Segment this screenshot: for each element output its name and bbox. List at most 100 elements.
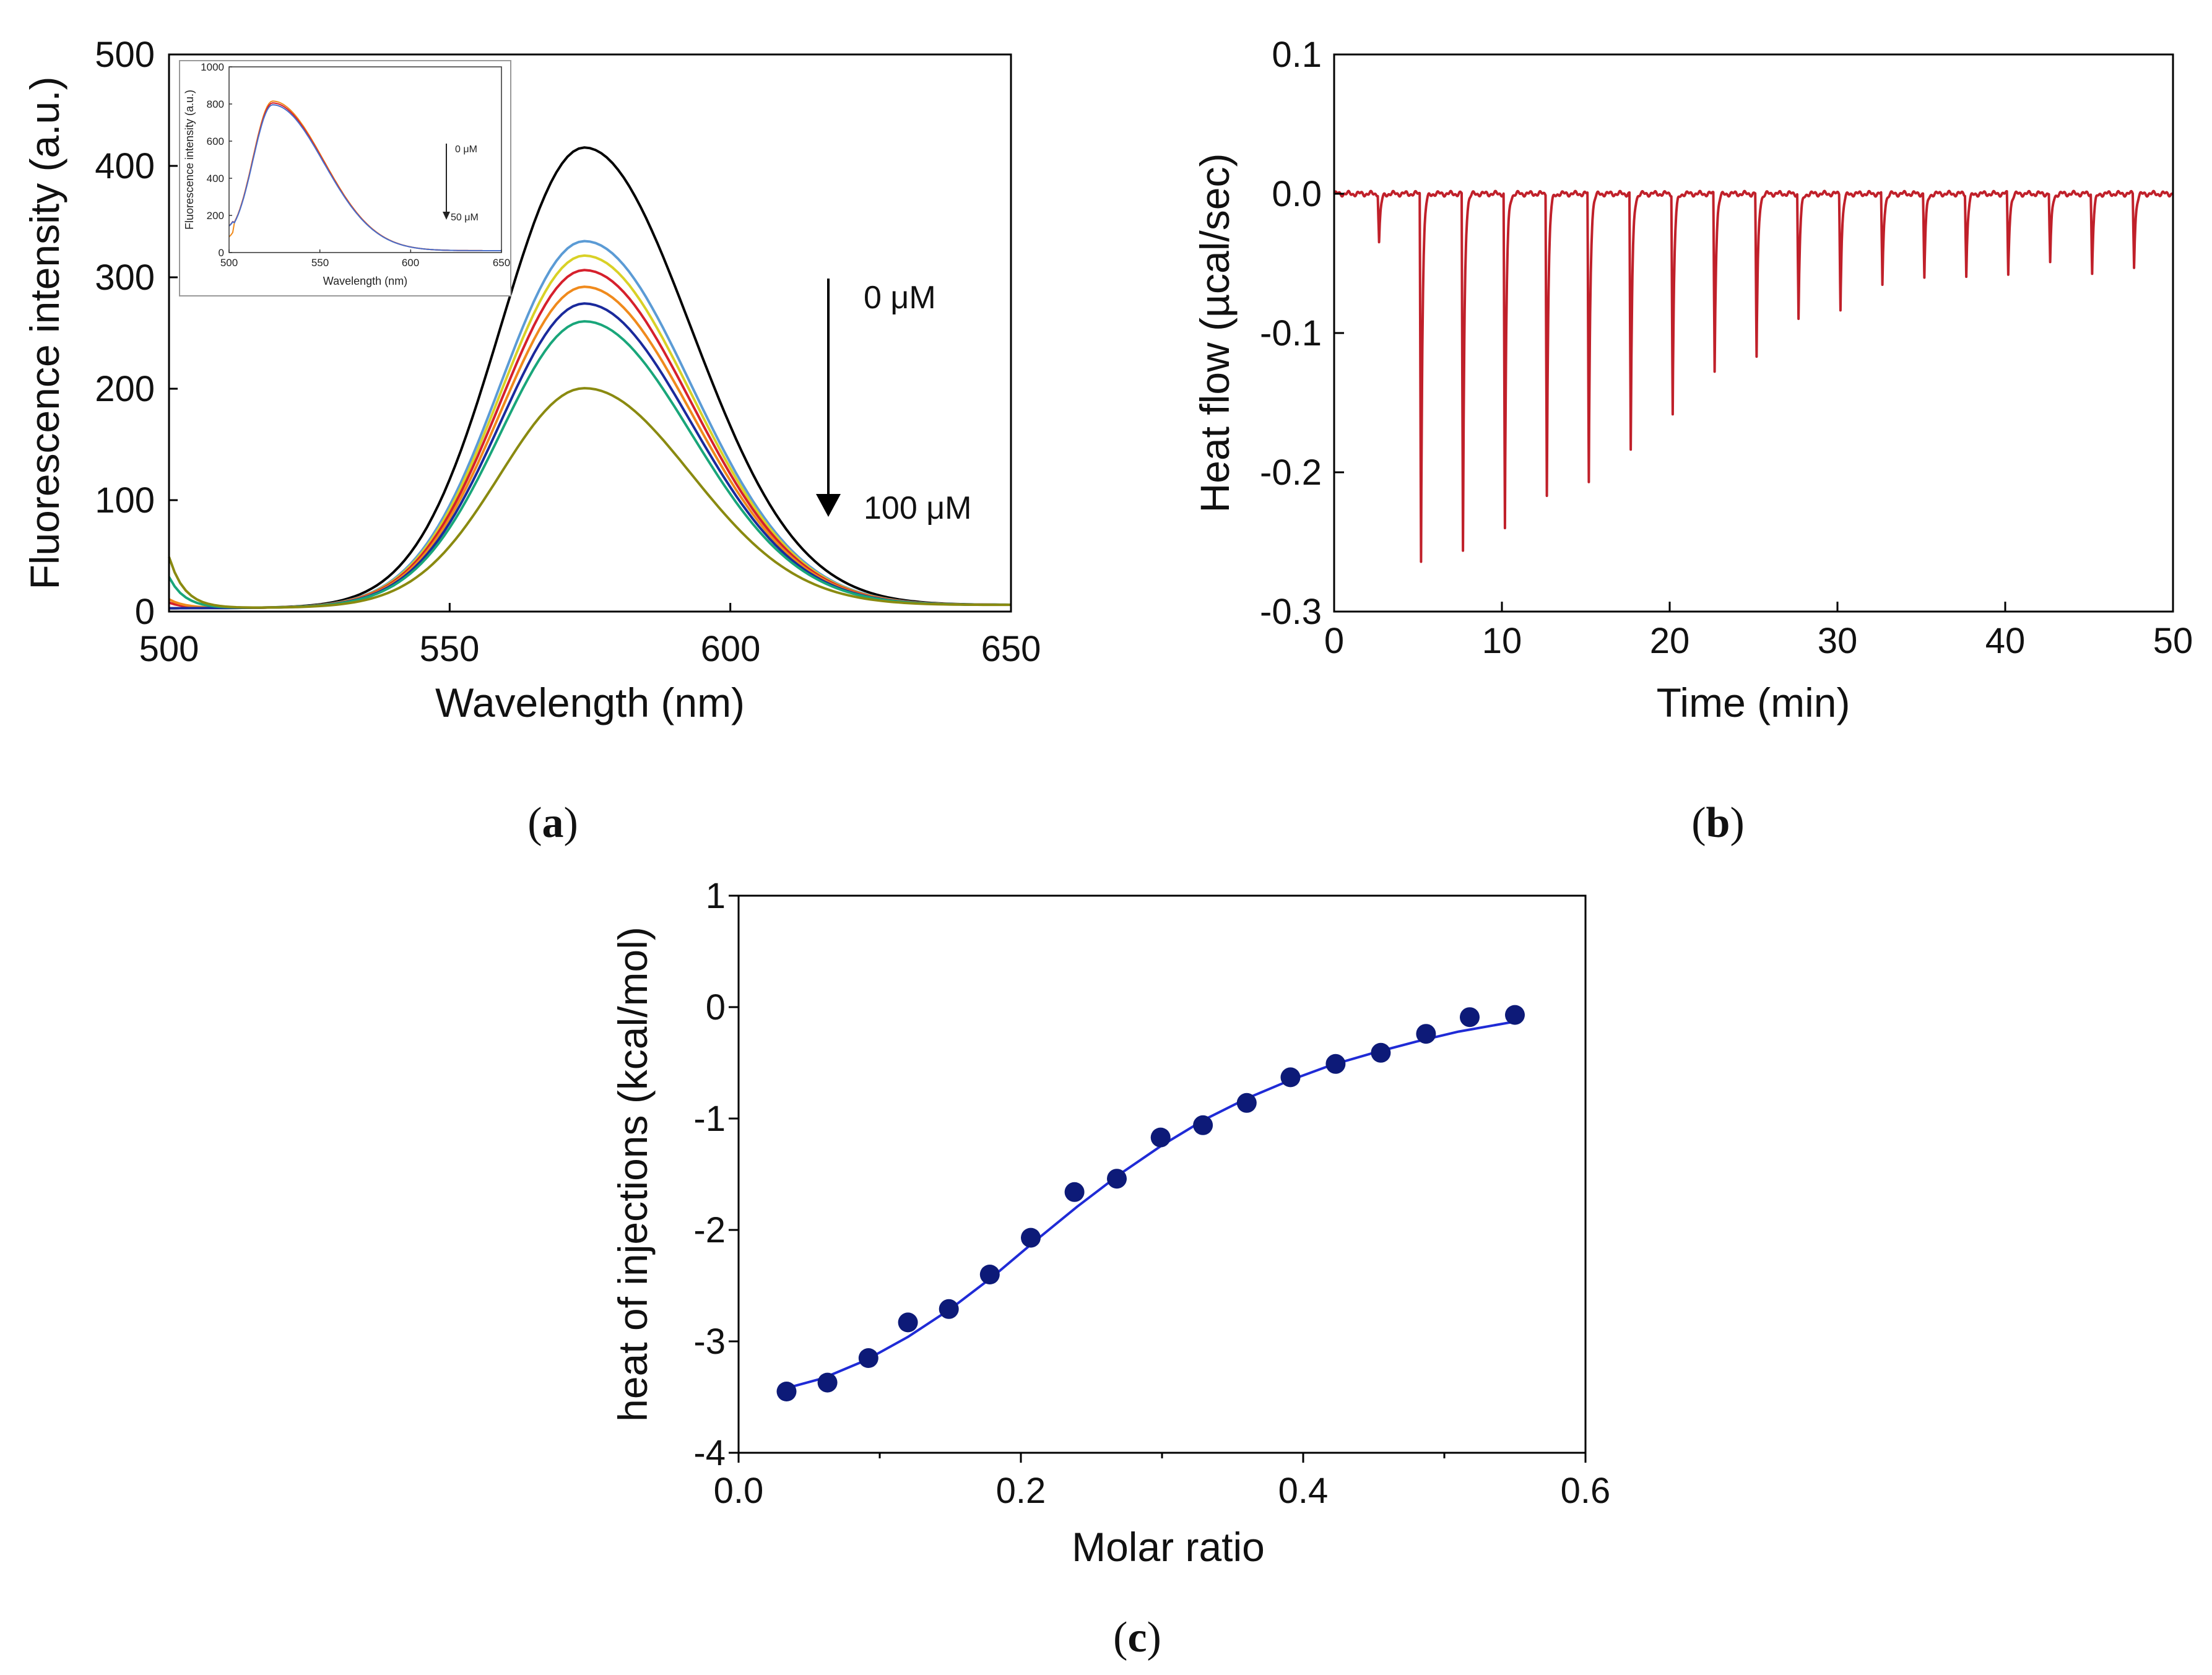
- panel-a-annotation-top: 0 μM: [864, 280, 936, 316]
- panel-a-fluorescence-chart: 500 550 600 650 0 100 200 300 400 500 Wa…: [22, 35, 1041, 847]
- panel-c-data-point: [1371, 1042, 1391, 1063]
- panel-b-heat-flow-chart: 0 10 20 30 40 50 0.1 0.0 -0.1 -0.2 -0.3 …: [1192, 35, 2193, 847]
- panel-c-x-tick: 0.4: [1278, 1471, 1329, 1511]
- panel-c-data-point: [817, 1372, 838, 1393]
- panel-c-caption: (c): [1113, 1614, 1161, 1661]
- panel-a-inset-y-tick: 200: [207, 210, 224, 222]
- panel-b-x-tick: 50: [2153, 621, 2193, 661]
- panel-a-inset-x-tick: 500: [220, 257, 238, 269]
- panel-b-y-tick: 0.0: [1272, 174, 1322, 214]
- panel-c-data-point: [1460, 1007, 1480, 1028]
- panel-c-data-point: [776, 1382, 797, 1401]
- panel-a-inset-y-tick: 1000: [201, 61, 224, 73]
- panel-a-x-tick: 600: [701, 629, 761, 669]
- panel-b-plot-trace: [1333, 189, 2174, 563]
- panel-c-y-tick: 1: [706, 876, 726, 916]
- panel-a-x-axis-label: Wavelength (nm): [435, 680, 745, 725]
- panel-a-inset-annotation-top: 0 μM: [455, 144, 477, 155]
- panel-c-data-point: [1107, 1169, 1127, 1189]
- panel-a-inset-x-label: Wavelength (nm): [323, 275, 407, 287]
- panel-c-data-point: [1150, 1127, 1171, 1148]
- panel-a-y-tick: 100: [95, 480, 155, 521]
- panel-a-caption: (a): [527, 799, 578, 847]
- panel-b-x-tick: 10: [1482, 621, 1522, 661]
- panel-b-x-axis-label: Time (min): [1657, 680, 1850, 725]
- panel-a-inset-lines: [228, 100, 501, 251]
- panel-c-x-tick: 0.2: [996, 1471, 1046, 1511]
- panel-a-ticks: [168, 53, 1012, 613]
- panel-a-plot-frame: [168, 53, 1012, 613]
- panel-b-y-tick: -0.2: [1260, 452, 1322, 493]
- panel-c-plot-points: [776, 1005, 1525, 1401]
- panel-c-data-point: [1064, 1182, 1085, 1202]
- panel-a-spectrum-line: [168, 285, 1011, 609]
- panel-c-y-tick: -2: [693, 1210, 726, 1250]
- panel-c-data-point: [1280, 1067, 1301, 1088]
- panel-c-y-tick: -1: [693, 1099, 726, 1139]
- panel-c-data-point: [898, 1312, 918, 1333]
- panel-a-inset-y-tick: 400: [207, 173, 224, 184]
- panel-b-ticks: [1333, 53, 2174, 613]
- panel-a-x-tick: 650: [981, 629, 1041, 669]
- panel-c-y-tick: -4: [693, 1433, 726, 1473]
- panel-a-spectrum-line: [168, 387, 1011, 609]
- panel-a-inset-chart: 500 550 600 650 0 200 400 600 800 1000 W…: [179, 60, 511, 296]
- panel-b-y-tick: -0.3: [1260, 592, 1322, 632]
- panel-a-inset-y-tick: 0: [219, 247, 224, 259]
- panel-a-annotation-bottom: 100 μM: [864, 490, 971, 526]
- panel-b-y-tick: 0.1: [1272, 35, 1322, 75]
- panel-c-y-tick: 0: [706, 987, 726, 1028]
- panel-c-plot-frame: [737, 894, 1587, 1454]
- panel-c-y-axis-label: heat of injections (kcal/mol): [610, 927, 656, 1422]
- panel-a-spectrum-line: [169, 302, 1011, 610]
- panel-a-x-tick: 500: [139, 629, 199, 669]
- panel-c-binding-isotherm-chart: 0.0 0.2 0.4 0.6 1 0 -1 -2 -3 -4 Molar ra…: [610, 876, 1610, 1661]
- panel-a-inset-frame: [228, 66, 502, 253]
- panel-a-x-tick: 550: [420, 629, 480, 669]
- panel-b-caption: (b): [1691, 799, 1745, 847]
- panel-b-x-tick: 40: [1985, 621, 2026, 661]
- panel-c-data-point: [939, 1299, 959, 1319]
- panel-b-y-axis-label: Heat flow (µcal/sec): [1192, 154, 1238, 513]
- panel-a-inset-y-tick: 600: [207, 136, 224, 147]
- panel-a-y-axis-label: Fluorescence intensity (a.u.): [22, 76, 67, 589]
- panel-b-heat-flow-trace: [1333, 189, 2174, 563]
- panel-c-data-point: [1325, 1054, 1346, 1074]
- panel-a-inset-x-tick: 650: [493, 257, 510, 269]
- panel-c-x-tick: 0.6: [1561, 1471, 1611, 1511]
- panel-c-data-point: [979, 1265, 1000, 1284]
- panel-a-y-tick: 0: [135, 592, 155, 632]
- panel-c-x-axis-label: Molar ratio: [1072, 1524, 1265, 1570]
- panel-a-inset-arrow-head: [443, 212, 450, 220]
- panel-a-inset-ticks: [228, 66, 502, 253]
- panel-b-y-tick: -0.1: [1260, 313, 1322, 353]
- panel-a-plot-lines: [168, 146, 1012, 610]
- panel-c-data-point: [1021, 1227, 1041, 1248]
- panel-b-x-tick: 30: [1818, 621, 1858, 661]
- panel-b-x-tick: 20: [1650, 621, 1690, 661]
- panel-a-inset-spectrum-line: [228, 104, 501, 251]
- panel-c-data-point: [1416, 1024, 1436, 1044]
- panel-a-y-tick: 300: [95, 258, 155, 298]
- panel-b-plot-frame: [1333, 53, 2174, 613]
- panel-c-data-point: [1505, 1005, 1525, 1025]
- panel-c-data-point: [1193, 1115, 1213, 1135]
- panel-a-inset-y-tick: 800: [207, 98, 224, 110]
- panel-a-spectrum-line: [168, 320, 1011, 609]
- panel-c-fit-line: [786, 1020, 1516, 1390]
- panel-a-y-tick: 400: [95, 146, 155, 186]
- panel-c-data-point: [1236, 1093, 1257, 1113]
- panel-a-y-tick: 500: [95, 35, 155, 75]
- panel-a-inset-x-tick: 550: [311, 257, 329, 269]
- panel-c-ticks: [729, 894, 1587, 1463]
- panel-a-inset-annotation-bottom: 50 μM: [451, 212, 479, 223]
- panel-a-arrow-head: [816, 494, 841, 517]
- panel-c-data-point: [858, 1348, 878, 1368]
- panel-a-inset-background: [179, 60, 511, 296]
- panel-c-x-tick: 0.0: [714, 1471, 764, 1511]
- panel-c-y-tick: -3: [693, 1322, 726, 1362]
- panel-b-x-tick: 0: [1324, 621, 1344, 661]
- panel-a-inset-y-label: Fluorescence intensity (a.u.): [183, 90, 196, 230]
- panel-a-inset-x-tick: 600: [402, 257, 419, 269]
